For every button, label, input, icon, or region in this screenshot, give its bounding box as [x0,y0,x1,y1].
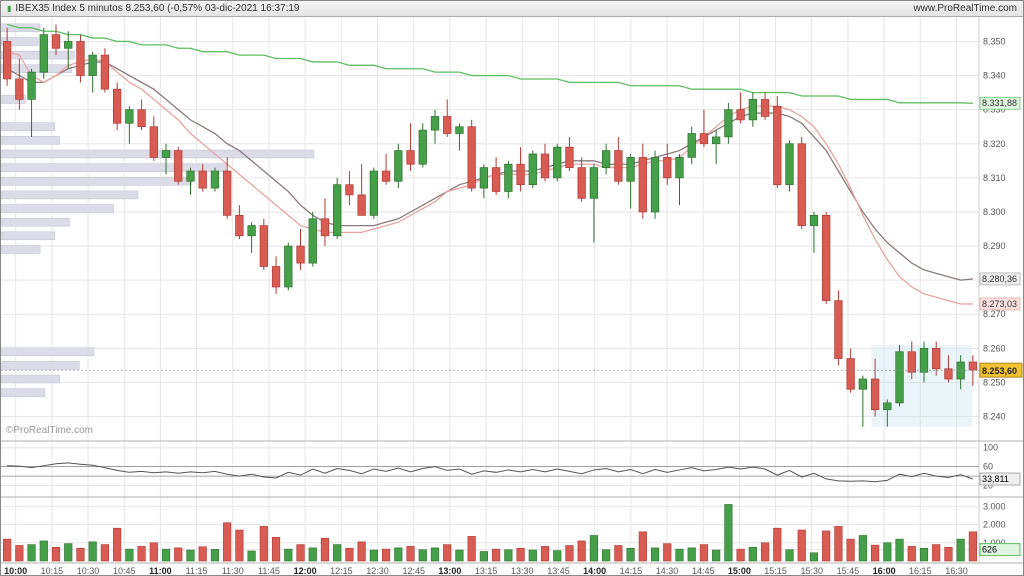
svg-text:10:15: 10:15 [41,566,64,575]
svg-text:15:15: 15:15 [764,566,787,575]
svg-text:14:15: 14:15 [620,566,643,575]
svg-text:10:00: 10:00 [4,566,27,575]
svg-text:33,811: 33,811 [982,474,1009,484]
svg-text:8.310: 8.310 [983,173,1006,183]
svg-text:10:45: 10:45 [113,566,136,575]
svg-text:11:15: 11:15 [186,566,208,575]
site-link[interactable]: www.ProRealTime.com [913,1,1017,16]
svg-text:13:00: 13:00 [438,566,461,575]
svg-text:14:30: 14:30 [656,566,679,575]
svg-text:8.290: 8.290 [983,241,1006,251]
svg-text:12:30: 12:30 [366,566,389,575]
svg-text:8.250: 8.250 [983,377,1006,387]
chart-title: IBEX35 Index 5 minutos 8.253,60 (-0,57% … [7,1,299,16]
svg-text:100: 100 [983,443,998,453]
svg-text:14:00: 14:00 [583,566,606,575]
svg-text:3.000: 3.000 [983,501,1006,511]
svg-text:14:45: 14:45 [692,566,715,575]
svg-text:11:30: 11:30 [222,566,244,575]
svg-text:12:45: 12:45 [402,566,425,575]
svg-text:8.273,03: 8.273,03 [982,299,1017,309]
svg-text:8.270: 8.270 [983,309,1006,319]
svg-text:8.320: 8.320 [983,139,1006,149]
svg-text:8.350: 8.350 [983,36,1006,46]
svg-text:15:30: 15:30 [800,566,823,575]
chart-window: IBEX35 Index 5 minutos 8.253,60 (-0,57% … [0,0,1024,576]
svg-text:8.240: 8.240 [983,412,1006,422]
svg-text:15:00: 15:00 [728,566,751,575]
svg-text:16:15: 16:15 [909,566,932,575]
chart-svg: 10:00 10:15 10:30 10:45 11:00 11:15 11:30 11:45… [1,17,1023,575]
titlebar: IBEX35 Index 5 minutos 8.253,60 (-0,57% … [1,1,1023,17]
svg-text:626: 626 [982,545,997,555]
svg-text:8.260: 8.260 [983,343,1006,353]
svg-text:13:45: 13:45 [547,566,570,575]
svg-text:16:30: 16:30 [945,566,968,575]
svg-text:8.253,60: 8.253,60 [982,366,1017,376]
svg-text:12:15: 12:15 [330,566,353,575]
svg-text:12:00: 12:00 [294,566,317,575]
svg-text:10:30: 10:30 [77,566,100,575]
svg-text:8.300: 8.300 [983,207,1006,217]
svg-text:11:45: 11:45 [258,566,280,575]
svg-text:11:00: 11:00 [149,566,172,575]
svg-text:13:15: 13:15 [475,566,498,575]
svg-text:16:00: 16:00 [873,566,896,575]
svg-text:13:30: 13:30 [511,566,534,575]
svg-text:8.280,36: 8.280,36 [982,274,1017,284]
svg-text:2.000: 2.000 [983,520,1006,530]
svg-text:8.340: 8.340 [983,71,1006,81]
svg-text:60: 60 [983,462,993,472]
svg-text:15:45: 15:45 [837,566,860,575]
svg-text:8.331,88: 8.331,88 [982,98,1017,108]
svg-text:©ProRealTime.com: ©ProRealTime.com [6,425,93,436]
